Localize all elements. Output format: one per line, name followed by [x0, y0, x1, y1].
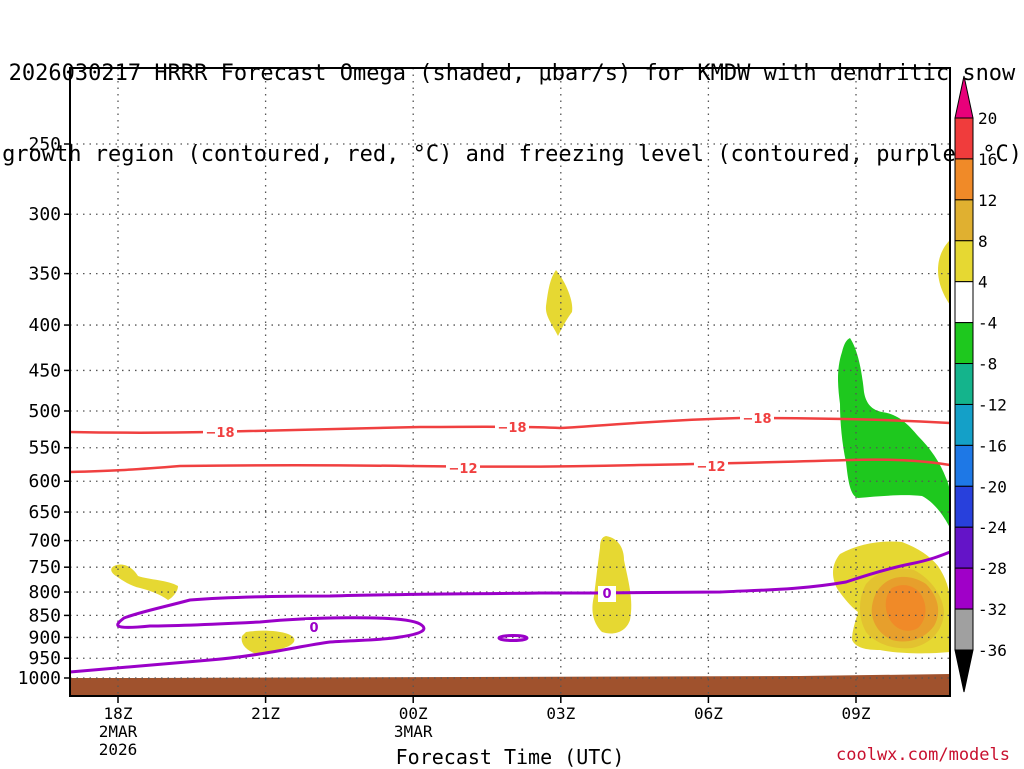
colorbar-box: [954, 363, 974, 405]
y-tick-label: 450: [28, 360, 61, 381]
y-tick-label: 600: [28, 471, 61, 492]
omega-region-yellow-5: [938, 240, 950, 305]
contour-freezing-lower: [69, 550, 951, 674]
y-tick-label: 350: [28, 264, 61, 285]
chart-title-line1: 2026030217 HRRR Forecast Omega (shaded, …: [8, 61, 1016, 86]
x-tick-sublabel-date: 3MAR: [394, 722, 433, 741]
y-tick-label: 500: [28, 401, 61, 422]
y-axis-labels: 2503003504004505005506006507007508008509…: [18, 134, 70, 689]
omega-region-orange-core: [885, 585, 926, 631]
plot-area: −18 −18 −18 −12 −12 0 0: [69, 67, 951, 697]
credit-text: coolwx.com/models: [836, 745, 1010, 765]
x-tick-label: 00Z: [399, 704, 428, 723]
y-tick-label: 700: [28, 531, 61, 552]
colorbar-label: 4: [978, 273, 988, 292]
colorbar-label: -20: [978, 477, 1007, 496]
y-tick-label: 750: [28, 557, 61, 578]
x-tick-label: 21Z: [251, 704, 280, 723]
x-tick-sublabel-date: 2MAR: [99, 722, 138, 741]
y-tick-label: 300: [28, 204, 61, 225]
colorbar-label: -32: [978, 600, 1007, 619]
colorbar-label: -24: [978, 518, 1007, 537]
x-tick-label: 03Z: [546, 704, 575, 723]
colorbar-box: [954, 240, 974, 283]
y-tick-label: 250: [28, 134, 61, 155]
colorbar-box: [954, 281, 974, 324]
colorbar-label: -4: [978, 314, 997, 333]
colorbar-label: 8: [978, 232, 988, 251]
colorbar-box: [954, 322, 974, 365]
colorbar-box: [954, 444, 974, 487]
y-tick-label: 900: [28, 627, 61, 648]
y-tick-label: 950: [28, 648, 61, 669]
colorbar-box: [954, 117, 974, 160]
contour-label-minus18-b: −18: [498, 421, 527, 436]
contour-label-zero-b: 0: [602, 587, 611, 602]
contour-label-minus12-b: −12: [697, 460, 726, 475]
colorbar-box: [954, 526, 974, 569]
colorbar-label: 20: [978, 109, 997, 128]
colorbar-box: [954, 403, 974, 446]
colorbar-label: -28: [978, 559, 1007, 578]
colorbar-label: 12: [978, 191, 997, 210]
chart-title: 2026030217 HRRR Forecast Omega (shaded, …: [0, 6, 1024, 195]
colorbar-box: [954, 608, 974, 651]
contour-freezing-oval: [497, 634, 529, 642]
colorbar: 20 16 12 8 4 -4 -8 -12 -16 -20 -24 -28 -32 -36: [954, 75, 1007, 693]
colorbar-top-arrow: [954, 75, 974, 119]
chart-title-line2: growth region (contoured, red, °C) and f…: [2, 142, 1022, 167]
x-tick-label: 06Z: [694, 704, 723, 723]
contour-label-minus18-a: −18: [206, 426, 235, 441]
contour-label-zero-a: 0: [309, 621, 318, 636]
omega-region-green: [838, 338, 950, 528]
colorbar-label: 16: [978, 150, 997, 169]
x-axis-title: Forecast Time (UTC): [395, 745, 625, 769]
time-gridlines: [117, 68, 857, 696]
y-tick-label: 650: [28, 502, 61, 523]
ground-surface: [70, 674, 950, 696]
colorbar-box: [954, 567, 974, 610]
y-tick-label: 800: [28, 582, 61, 603]
omega-shading: [111, 240, 950, 654]
plot-frame: [69, 67, 951, 697]
colorbar-label: -36: [978, 641, 1007, 660]
colorbar-label: -16: [978, 436, 1007, 455]
omega-region-yellow-3: [241, 630, 295, 654]
x-tick-sublabel-year: 2026: [99, 740, 138, 759]
colorbar-box: [954, 199, 974, 242]
omega-region-yellow-2: [592, 536, 632, 634]
y-tick-label: 850: [28, 605, 61, 626]
contour-label-minus18-c: −18: [743, 412, 772, 427]
omega-region-yellow-1: [545, 270, 573, 336]
colorbar-bottom-arrow: [954, 649, 974, 693]
colorbar-box: [954, 485, 974, 528]
y-tick-label: 400: [28, 315, 61, 336]
colorbar-box: [954, 158, 974, 201]
contour-labels: −18 −18 −18 −12 −12 0 0: [203, 410, 774, 636]
omega-region-yellow-4: [111, 564, 178, 600]
y-tick-label: 1000: [18, 668, 61, 689]
x-tick-label: 09Z: [842, 704, 871, 723]
contour-label-minus12-a: −12: [449, 462, 478, 477]
contour-minus12: [69, 458, 951, 474]
y-tick-label: 550: [28, 438, 61, 459]
x-tick-label: 18Z: [104, 704, 133, 723]
colorbar-label: -8: [978, 355, 997, 374]
contours: [69, 416, 951, 674]
colorbar-label: -12: [978, 395, 1007, 414]
